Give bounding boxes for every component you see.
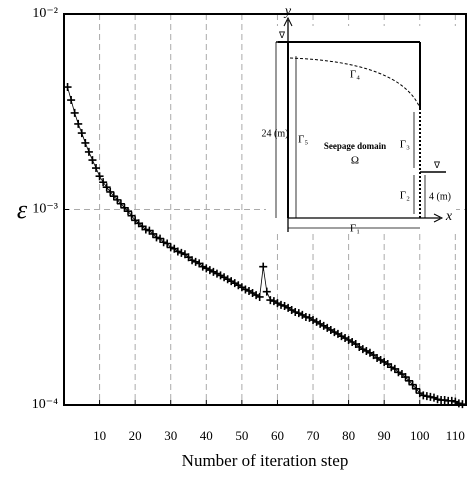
data-point	[141, 225, 150, 234]
data-point	[177, 248, 186, 257]
arrow-head	[283, 16, 293, 27]
data-point	[84, 147, 93, 156]
data-point	[277, 300, 286, 309]
data-point	[202, 264, 211, 273]
data-point	[358, 345, 367, 354]
data-point	[163, 239, 172, 248]
water-symbol: ∇	[278, 30, 286, 40]
diagram-label: y	[283, 4, 292, 19]
data-point	[458, 400, 467, 409]
data-point	[116, 199, 125, 208]
diagram-label: Γ₂	[400, 190, 410, 202]
diagram-label: Ω	[351, 155, 359, 167]
data-point	[216, 271, 225, 280]
data-point	[362, 346, 371, 355]
data-point	[127, 211, 136, 220]
series-line	[67, 86, 463, 405]
data-point	[159, 238, 168, 247]
data-point	[102, 183, 111, 192]
data-point	[401, 373, 410, 382]
data-point	[77, 129, 86, 138]
data-point	[387, 363, 396, 372]
diagram-label: 4 (m)	[429, 191, 451, 202]
data-point	[205, 266, 214, 275]
data-point	[113, 195, 122, 204]
data-point	[63, 83, 72, 92]
arrow-head	[433, 213, 444, 223]
data-point	[212, 269, 221, 278]
data-point	[88, 156, 97, 165]
plot-area: 10 20 30 40 50 60 70 80 90 100 110 10⁻⁴ 10⁻³ 10⁻²	[32, 6, 467, 443]
data-point	[447, 396, 456, 405]
data-point	[106, 187, 115, 196]
data-point	[81, 138, 90, 147]
data-point	[95, 172, 104, 181]
data-point	[440, 396, 449, 405]
x-tick-label: 90	[378, 428, 391, 443]
data-point	[156, 234, 165, 243]
x-tick-label: 60	[271, 428, 284, 443]
data-point	[188, 256, 197, 265]
data-point	[405, 376, 414, 385]
data-point	[412, 384, 421, 393]
x-tick-label: 110	[446, 428, 465, 443]
data-point	[198, 262, 207, 271]
data-point	[255, 292, 264, 301]
data-point	[301, 312, 310, 321]
x-tick-label: 40	[200, 428, 213, 443]
data-point	[124, 207, 133, 216]
data-point	[173, 247, 182, 256]
data-point	[451, 397, 460, 406]
x-tick-label: 50	[235, 428, 248, 443]
x-tick-label: 100	[410, 428, 430, 443]
diagram-label: 24 (m)	[262, 128, 289, 139]
data-point	[429, 393, 438, 402]
data-point	[454, 399, 463, 408]
y-tick-label: 10⁻⁴	[32, 397, 58, 412]
data-point	[408, 380, 417, 389]
data-point	[92, 164, 101, 173]
diagram-label: Seepage domain	[324, 141, 386, 151]
x-tick-label: 30	[164, 428, 177, 443]
data-point	[109, 192, 118, 201]
data-point	[99, 178, 108, 187]
x-tick-label: 70	[307, 428, 320, 443]
y-axis-label: ε	[17, 195, 28, 224]
diagram-label: x	[445, 209, 453, 224]
inset-background	[266, 26, 456, 234]
data-point	[191, 257, 200, 266]
diagram-label: Γ₁	[350, 223, 360, 235]
data-point	[266, 296, 275, 305]
y-tick-label: 10⁻³	[32, 202, 58, 217]
inset-diagram	[266, 16, 456, 234]
data-point	[152, 233, 161, 242]
x-axis-label: Number of iteration step	[182, 451, 349, 470]
data-point	[262, 287, 271, 296]
water-symbol: ∇	[433, 160, 441, 170]
diagram-label: Γ₃	[400, 139, 410, 151]
data-point	[166, 243, 175, 252]
data-point	[241, 285, 250, 294]
x-tick-label: 20	[129, 428, 142, 443]
x-tick-label: 10	[93, 428, 106, 443]
plot-frame	[63, 13, 467, 406]
x-tick-label: 80	[342, 428, 355, 443]
data-point	[67, 96, 76, 105]
data-point	[394, 368, 403, 377]
data-point	[330, 328, 339, 337]
diagram-label: Γ₄	[350, 69, 360, 81]
data-point	[294, 309, 303, 318]
y-tick-label: 10⁻²	[32, 6, 58, 21]
data-point	[70, 108, 79, 117]
data-point	[209, 267, 218, 276]
data-point	[74, 119, 83, 128]
data-point	[273, 299, 282, 308]
data-point	[291, 308, 300, 317]
data-point	[259, 262, 268, 271]
diagram-label: Γ₅	[298, 134, 308, 146]
